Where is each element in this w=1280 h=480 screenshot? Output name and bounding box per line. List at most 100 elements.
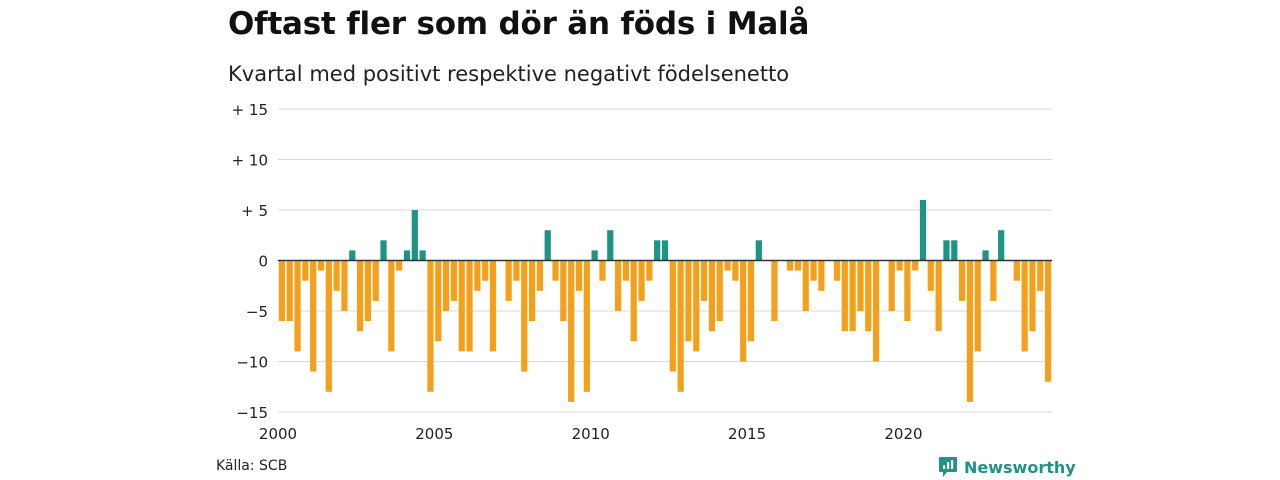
bar-positive (419, 250, 426, 261)
bar-negative (302, 260, 309, 281)
bar-negative (966, 260, 974, 402)
bar-negative (536, 260, 544, 291)
bar-negative (974, 260, 981, 352)
y-tick-label: + 5 (241, 202, 268, 220)
bar-positive (919, 199, 927, 261)
source-note: Källa: SCB (216, 458, 288, 474)
bar-negative (724, 260, 731, 271)
bar-negative (466, 260, 473, 352)
bar-negative (732, 260, 739, 281)
bar-negative (622, 260, 630, 281)
bar-negative (333, 260, 340, 291)
chart-subtitle: Kvartal med positivt respektive negativt… (228, 62, 790, 86)
bar-positive (654, 240, 661, 261)
bar-negative (865, 260, 872, 332)
bar-negative (872, 260, 880, 362)
bar-negative (669, 260, 676, 372)
bar-positive (998, 230, 1005, 261)
bar-negative (935, 260, 942, 332)
y-tick-label: 0 (258, 253, 268, 271)
bar-negative (489, 260, 497, 352)
bar-positive (755, 240, 762, 261)
newsworthy-logo-icon (939, 457, 957, 477)
bar-negative (310, 260, 317, 372)
bar-negative (958, 260, 966, 301)
bar-negative (747, 260, 755, 342)
bar-negative (474, 260, 481, 291)
bar-positive (661, 240, 669, 261)
bar-negative (427, 260, 434, 392)
bar-negative (614, 260, 622, 311)
bar-positive (411, 210, 418, 261)
x-tick-label: 2015 (728, 425, 766, 443)
bar-negative (388, 260, 395, 352)
bar-negative (990, 260, 997, 301)
bar-negative (802, 260, 809, 311)
bar-positive (951, 240, 958, 261)
bar-negative (1037, 260, 1044, 291)
bar-negative (583, 260, 590, 392)
bar-negative (896, 260, 903, 271)
bar-negative (818, 260, 825, 291)
bar-negative (552, 260, 559, 281)
bar-negative (356, 260, 364, 332)
bar-negative (630, 260, 637, 342)
y-tick-label: + 10 (232, 152, 268, 170)
bar-negative (708, 260, 716, 332)
x-tick-label: 2010 (572, 425, 610, 443)
bar-negative (786, 260, 794, 271)
bar-positive (403, 250, 411, 261)
x-tick-label: 2000 (259, 425, 297, 443)
bar-positive (591, 250, 598, 261)
bar-negative (833, 260, 841, 281)
bar-negative (638, 260, 645, 301)
bar-negative (1021, 260, 1028, 352)
bar-negative (458, 260, 465, 352)
bar-negative (560, 260, 567, 322)
bar-negative (693, 260, 700, 352)
bar-negative (927, 260, 934, 291)
y-tick-label: −5 (246, 303, 268, 321)
bar-negative (857, 260, 864, 311)
bar-negative (1013, 260, 1020, 281)
bar-positive (349, 250, 356, 261)
bar-negative (677, 260, 684, 392)
brand-name: Newsworthy (964, 457, 1076, 477)
bar-negative (294, 260, 301, 352)
bar-negative (442, 260, 450, 311)
x-tick-label: 2005 (415, 425, 453, 443)
bar-negative (528, 260, 536, 322)
bar-negative (286, 260, 293, 322)
bar-negative (716, 260, 723, 322)
bar-negative (771, 260, 778, 322)
x-tick-label: 2020 (884, 425, 922, 443)
bar-negative (278, 260, 286, 322)
bar-negative (513, 260, 520, 281)
bar-positive (380, 240, 387, 261)
bar-negative (646, 260, 653, 281)
bar-positive (607, 230, 614, 261)
bar-negative (575, 260, 583, 291)
x-axis-ticks: 2000 2005 2010 2015 2020 (259, 425, 923, 443)
y-tick-label: + 15 (232, 101, 268, 119)
bar-negative (685, 260, 692, 342)
bar-negative (505, 260, 512, 301)
y-tick-label: −15 (236, 404, 268, 422)
bar-negative (450, 260, 458, 301)
bar-negative (1029, 260, 1036, 332)
bar-negative (341, 260, 348, 311)
bar-negative (482, 260, 489, 281)
bar-negative (396, 260, 403, 271)
bars (278, 199, 1052, 402)
bar-positive (982, 250, 989, 261)
bar-negative (364, 260, 372, 322)
bar-negative (325, 260, 332, 392)
bar-negative (740, 260, 747, 362)
bar-negative (521, 260, 528, 372)
bar-positive (544, 230, 551, 261)
bar-negative (841, 260, 848, 332)
bar-negative (599, 260, 606, 281)
bar-negative (700, 260, 708, 301)
bar-negative (1044, 260, 1052, 382)
bar-negative (904, 260, 911, 322)
